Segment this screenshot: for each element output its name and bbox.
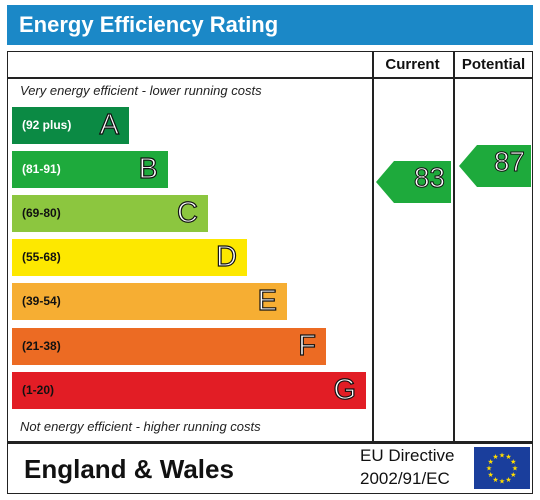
band-range-label: (55-68) [22,250,61,264]
band-range-label: (81-91) [22,162,61,176]
eu-star-icon: ★ [505,453,511,461]
current-column-divider [372,51,374,442]
country-label: England & Wales [24,454,234,484]
band-letter: E [257,284,278,317]
band-range-label: (1-20) [22,383,55,397]
band-range-label: (92 plus) [22,118,72,132]
directive-label-line2: 2002/91/EC [360,469,450,488]
band-letter: A [99,108,120,141]
eu-flag-icon: ★ ★ ★ ★ ★ ★ ★ ★ ★ ★ ★ ★ [474,447,530,489]
eu-star-icon: ★ [510,458,516,466]
title-bar: Energy Efficiency Rating [7,5,533,45]
eu-star-icon: ★ [499,478,505,486]
top-efficiency-note: Very energy efficient - lower running co… [20,83,262,98]
band-range-label: (21-38) [22,339,61,353]
chart-title: Energy Efficiency Rating [19,12,279,37]
eu-stars-icon: ★★★★★★★★★ ★ ★★ [486,452,518,486]
potential-column-header: Potential [461,56,526,73]
band-range-label: (39-54) [22,294,61,308]
band-letter: G [333,373,357,406]
current-rating-value: 83 [413,162,445,194]
band-g: (1-20) G [12,372,366,409]
current-column-header: Current [385,56,440,73]
band-letter: B [138,152,159,185]
band-e: (39-54) E [12,283,287,320]
current-rating-arrow: 83 [376,161,451,203]
eu-star-icon: ★ [486,465,492,473]
eu-star-icon: ★ [512,465,518,473]
band-range-label: (69-80) [22,206,61,220]
eu-star-icon: ★ [505,476,511,484]
eu-star-icon: ★ [488,458,494,466]
potential-rating-arrow: 87 [459,145,531,187]
current-arrow-shape [376,161,451,203]
potential-arrow-shape [459,145,531,187]
band-letter: C [176,196,198,229]
header-divider [7,77,533,79]
directive-label-line1: EU Directive [360,446,455,465]
eu-star-icon: ★ [492,453,498,461]
potential-rating-value: 87 [493,146,525,178]
band-c: (69-80) C [12,195,208,232]
rating-chart-frame [7,51,533,442]
bottom-efficiency-note: Not energy efficient - higher running co… [20,419,261,434]
band-a: (92 plus) A [12,107,129,144]
eu-star-icon: ★ [510,471,516,479]
potential-column-divider [453,51,455,442]
eu-star-icon: ★ [488,471,494,479]
eu-star-icon: ★ [492,476,498,484]
eu-star-icon: ★ [499,452,505,460]
band-f: (21-38) F [12,328,326,365]
footer-frame [7,442,533,494]
band-b: (81-91) B [12,151,168,188]
band-letter: D [215,240,237,273]
band-letter: F [298,329,317,362]
footer-divider [7,442,533,444]
band-d: (55-68) D [12,239,247,276]
